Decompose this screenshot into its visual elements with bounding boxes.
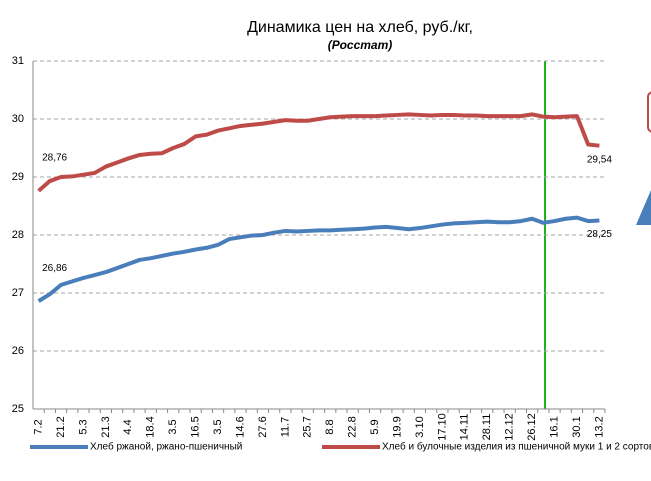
x-tick-label: 5.3 bbox=[77, 419, 89, 434]
x-tick-label: 25.7 bbox=[302, 416, 314, 437]
data-label: 26,86 bbox=[42, 263, 67, 274]
x-tick-label: 21.2 bbox=[55, 416, 67, 437]
y-tick-label: 27 bbox=[12, 287, 24, 299]
edge-shape bbox=[636, 190, 651, 225]
x-tick-label: 18.4 bbox=[145, 416, 157, 437]
x-tick-label: 16.5 bbox=[190, 416, 202, 437]
x-tick-label: 5.9 bbox=[369, 419, 381, 434]
x-tick-label: 17.10 bbox=[436, 413, 448, 441]
x-tick-label: 3.5 bbox=[212, 419, 224, 434]
x-tick-label: 3.5 bbox=[167, 419, 179, 434]
x-tick-label: 7.2 bbox=[33, 419, 45, 434]
x-tick-label: 26.12 bbox=[526, 413, 538, 441]
series-line bbox=[37, 215, 600, 303]
data-label: 29,54 bbox=[587, 154, 612, 165]
x-tick-label: 8.8 bbox=[324, 419, 336, 434]
legend-label: Хлеб ржаной, ржано-пшеничный bbox=[90, 441, 242, 453]
x-tick-label: 14.6 bbox=[234, 416, 246, 437]
y-tick-label: 30 bbox=[12, 113, 24, 125]
x-tick-label: 13.2 bbox=[593, 416, 605, 437]
x-tick-label: 11.7 bbox=[279, 417, 291, 438]
series-line bbox=[37, 112, 600, 193]
x-tick-label: 30.1 bbox=[571, 416, 583, 437]
data-label: 28,25 bbox=[587, 229, 612, 240]
y-tick-label: 31 bbox=[12, 55, 24, 67]
x-tick-label: 14.11 bbox=[459, 414, 471, 441]
chart-title: Динамика цен на хлеб, руб./кг, bbox=[247, 19, 473, 36]
legend-label: Хлеб и булочные изделия из пшеничной мук… bbox=[382, 441, 651, 453]
y-tick-label: 26 bbox=[12, 345, 24, 357]
chart-subtitle: (Росстат) bbox=[328, 38, 393, 52]
y-tick-label: 28 bbox=[12, 229, 24, 241]
x-tick-label: 22.8 bbox=[347, 416, 359, 437]
x-tick-label: 21.3 bbox=[100, 416, 112, 437]
data-label: 28,76 bbox=[42, 153, 67, 164]
x-tick-label: 12.12 bbox=[504, 413, 516, 441]
y-tick-label: 29 bbox=[12, 171, 24, 183]
x-tick-label: 27.6 bbox=[257, 416, 269, 437]
y-tick-label: 25 bbox=[12, 403, 24, 415]
x-tick-label: 3.10 bbox=[414, 416, 426, 437]
x-tick-label: 19.9 bbox=[391, 416, 403, 437]
x-tick-label: 16.1 bbox=[548, 416, 560, 437]
x-tick-label: 4.4 bbox=[122, 419, 134, 434]
edge-shape bbox=[647, 91, 651, 133]
x-tick-label: 28.11 bbox=[481, 414, 493, 441]
